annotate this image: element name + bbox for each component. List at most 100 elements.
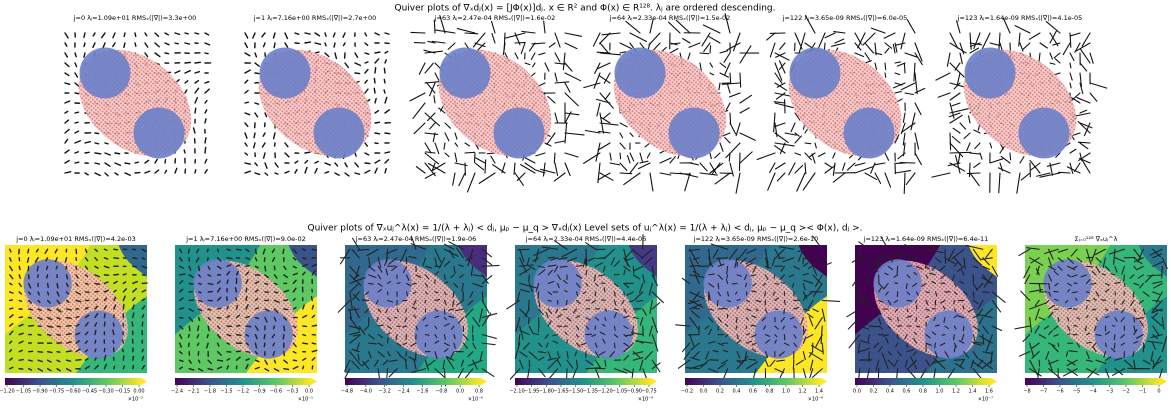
quiver-arrow: [427, 40, 436, 44]
quiver-arrow: [795, 359, 804, 366]
quiver-arrow: [912, 351, 918, 356]
quiver-arrow: [434, 271, 440, 276]
quiver-arrow: [18, 282, 22, 288]
quiver-arrow: [1114, 357, 1123, 361]
quiver-arrow: [374, 58, 380, 64]
quiver-arrow: [554, 81, 570, 84]
quiver-arrow: [450, 274, 455, 279]
quiver-arrow: [351, 237, 360, 250]
quiver-arrow: [302, 365, 305, 370]
quiver-arrow: [448, 308, 455, 311]
quiver-arrow: [103, 257, 109, 260]
quiver-arrow: [491, 163, 506, 174]
quiver-arrow: [399, 354, 408, 361]
quiver-arrow: [18, 349, 24, 353]
quiver-arrow: [564, 62, 573, 72]
quiver-arrow: [74, 52, 77, 58]
quiver-arrow: [134, 42, 137, 47]
quiver-arrow: [187, 248, 190, 254]
quiver-arrow: [273, 42, 276, 49]
quiver-arrow: [283, 316, 288, 321]
top-panel: j=0 λⱼ=1.09e+01 RMSₓ(|∇|)=3.3e+00: [64, 14, 212, 177]
quiver-arrow: [752, 265, 757, 273]
quiver-arrow: [651, 274, 658, 287]
panel-title: j=122 λⱼ=3.65e-09 RMSₓ(|∇|)=6.0e-05: [782, 14, 908, 22]
quiver-arrow: [408, 256, 417, 259]
quiver-arrow: [377, 257, 382, 269]
quiver-arrow: [65, 359, 72, 362]
quiver-arrow: [1076, 342, 1081, 348]
quiver-arrow: [599, 92, 614, 109]
quiver-arrow: [885, 291, 889, 296]
quiver-arrow: [624, 334, 634, 337]
quiver-arrow: [918, 248, 937, 255]
quiver-arrow: [604, 316, 607, 322]
colorbar-tick-label: −1.20: [597, 389, 612, 395]
quiver-arrow: [466, 172, 476, 193]
quiver-arrow: [859, 298, 871, 302]
quiver-arrow: [415, 325, 419, 331]
quiver-arrow: [362, 360, 370, 370]
quiver-arrow: [1019, 156, 1025, 164]
quiver-arrow: [1071, 291, 1078, 294]
quiver-arrow: [292, 279, 297, 285]
quiver-arrow: [985, 334, 993, 352]
point-cloud: [438, 49, 552, 157]
quiver-arrow: [384, 132, 391, 135]
quiver-arrow: [144, 52, 149, 58]
quiver-arrow: [953, 82, 961, 90]
quiver-arrow: [550, 257, 559, 261]
quiver-arrow: [903, 62, 906, 74]
quiver-arrow: [9, 314, 14, 319]
quiver-arrow: [689, 303, 702, 310]
quiver-arrow: [254, 257, 258, 262]
quiver-arrow: [1002, 17, 1011, 34]
panel-title: j=63 λⱼ=2.47e-04 RMSₓ(|∇|)=1.9e-06: [355, 235, 477, 243]
quiver-arrow: [736, 305, 740, 310]
quiver-arrow: [1085, 332, 1091, 336]
quiver-arrow: [244, 152, 249, 156]
quiver-arrow: [547, 95, 556, 104]
quiver-arrow: [884, 72, 887, 78]
quiver-arrow: [704, 325, 710, 330]
quiver-arrow: [914, 152, 922, 166]
quiver-arrow: [692, 257, 700, 260]
quiver-arrow: [74, 121, 79, 124]
top-panel: j=1 λⱼ=7.16e+00 RMSₓ(|∇|)=2.7e+00: [244, 14, 391, 177]
quiver-arrow: [887, 351, 892, 356]
quiver-arrow: [699, 172, 718, 176]
quiver-arrow: [314, 167, 318, 174]
quiver-arrow: [585, 282, 589, 287]
quiver-arrow: [216, 325, 221, 330]
quiver-arrow: [388, 359, 398, 362]
quiver-arrow: [438, 257, 445, 269]
quiver-arrow: [533, 169, 546, 174]
quiver-arrow: [404, 359, 408, 370]
quiver-arrow: [453, 282, 459, 288]
quiver-arrow: [519, 359, 524, 370]
quiver-arrow: [252, 32, 256, 39]
quiver-arrow: [179, 297, 184, 302]
quiver-arrow: [132, 287, 138, 293]
quiver-arrow: [364, 169, 371, 174]
quiver-arrow: [94, 312, 99, 319]
quiver-arrow: [254, 265, 259, 269]
quiver-arrow: [793, 334, 797, 339]
quiver-arrow: [373, 87, 376, 94]
quiver-arrow: [368, 282, 374, 285]
quiver-arrow: [523, 156, 536, 164]
quiver-arrow: [585, 325, 590, 330]
quiver-arrow: [811, 153, 816, 164]
quiver-arrow: [564, 122, 568, 144]
quiver-arrow: [364, 142, 369, 147]
quiver-arrow: [982, 265, 990, 270]
quiver-arrow: [206, 333, 209, 339]
quiver-arrow: [1151, 299, 1163, 313]
quiver-arrow: [434, 142, 440, 155]
quiver-arrow: [226, 333, 232, 337]
quiver-arrow: [451, 325, 455, 330]
quiver-arrow: [64, 119, 70, 124]
quiver-arrow: [794, 152, 802, 156]
quiver-arrow: [802, 282, 806, 291]
quiver-arrow: [603, 112, 611, 119]
